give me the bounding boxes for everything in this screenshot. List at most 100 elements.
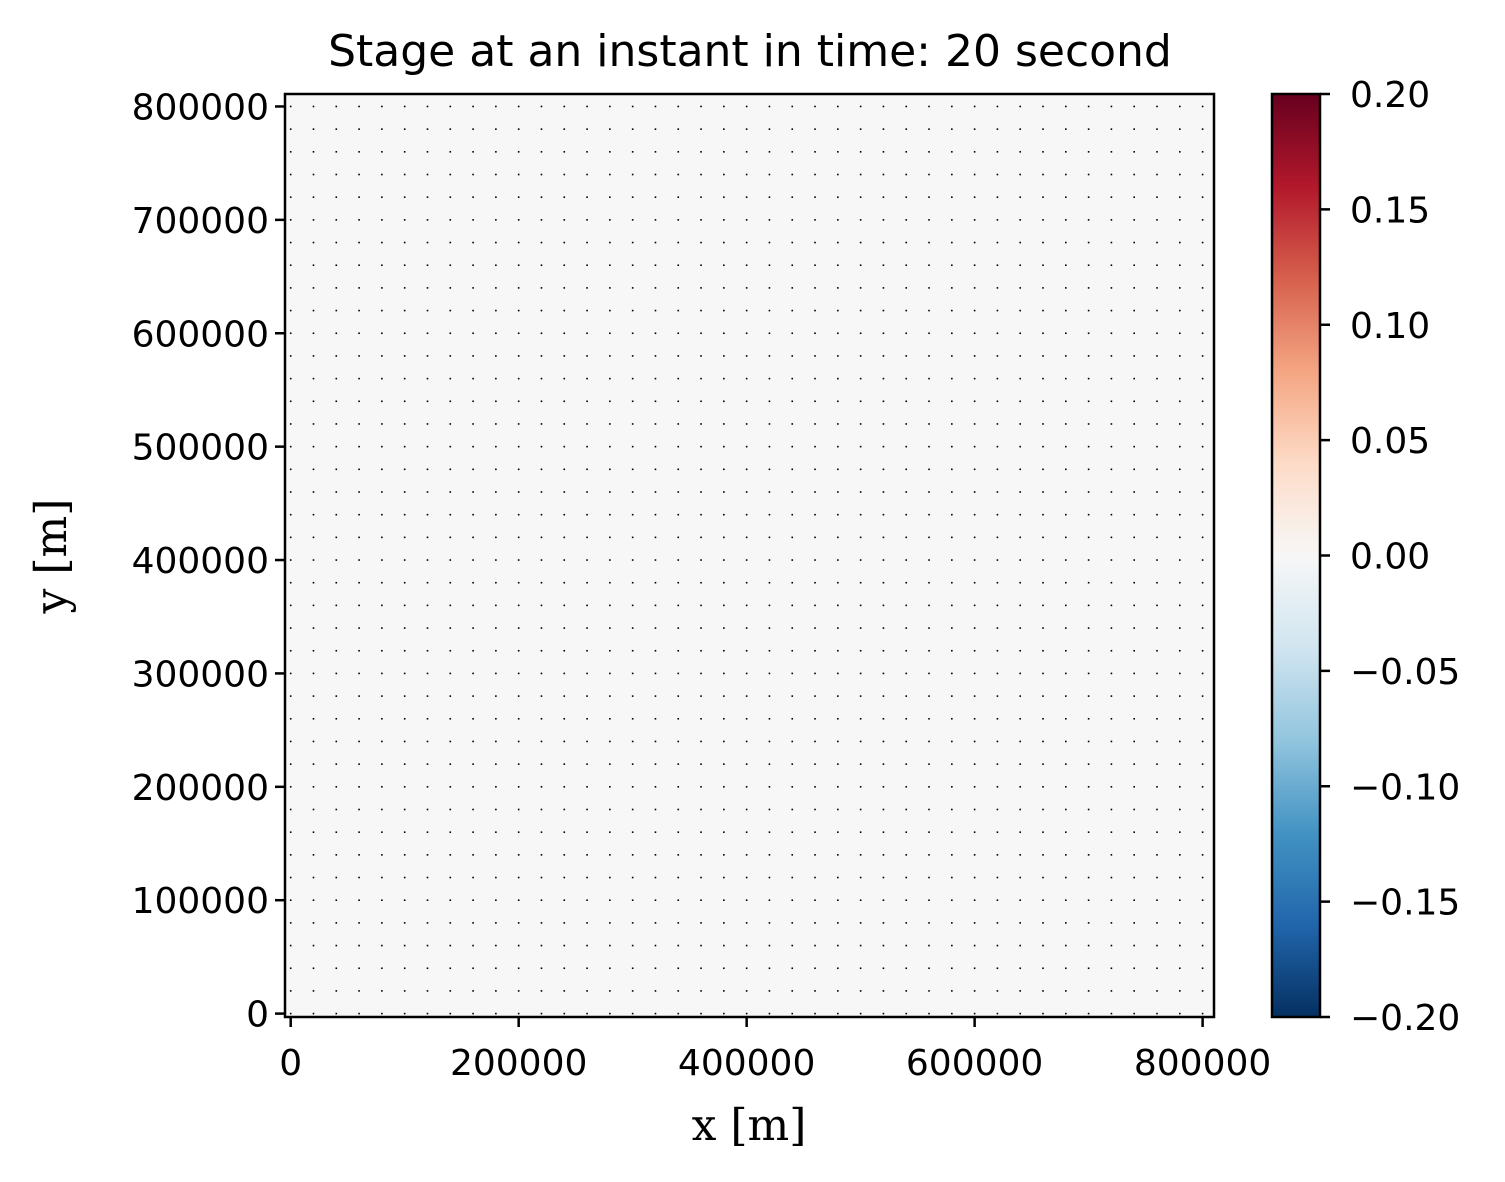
mesh-point [882,854,885,856]
mesh-point [814,128,816,130]
mesh-point [1201,717,1204,720]
mesh-point [631,786,634,788]
mesh-point [814,854,816,856]
mesh-point [951,581,953,584]
mesh-point [928,627,930,629]
mesh-point [1133,173,1136,176]
mesh-point [517,831,520,833]
mesh-point [495,173,497,176]
mesh-point [586,536,588,539]
mesh-point [358,264,360,267]
mesh-point [403,128,406,130]
mesh-point [837,332,839,335]
mesh-point [609,105,611,108]
mesh-point [495,695,497,697]
mesh-point [312,808,315,811]
mesh-point [654,740,657,743]
mesh-point [768,355,771,357]
mesh-point [1133,990,1136,992]
mesh-point [996,854,999,856]
mesh-point [905,332,908,335]
mesh-point [768,899,771,902]
mesh-point [472,445,474,448]
mesh-point [1201,695,1204,697]
mesh-point [517,695,520,697]
mesh-point [631,151,634,153]
mesh-point [1201,922,1204,924]
mesh-point [1042,513,1044,516]
mesh-point [1110,309,1113,312]
mesh-point [1110,332,1113,335]
mesh-point [540,763,543,765]
mesh-point [495,151,497,153]
mesh-point [1110,717,1113,720]
mesh-point [335,219,338,221]
mesh-point [1133,400,1136,403]
mesh-point [654,400,657,403]
mesh-point [700,332,702,335]
mesh-point [1065,445,1067,448]
mesh-point [791,854,794,856]
mesh-point [1042,287,1044,289]
mesh-point [996,264,999,267]
mesh-point [609,536,611,539]
mesh-point [654,513,657,516]
mesh-point [472,536,474,539]
mesh-point [609,581,611,584]
mesh-point [928,1012,930,1015]
mesh-point [289,808,292,811]
mesh-point [837,944,839,947]
mesh-point [745,604,748,607]
mesh-point [1042,196,1044,198]
mesh-point [426,740,429,743]
mesh-point [723,468,725,471]
mesh-point [335,831,338,833]
mesh-point [996,786,999,788]
mesh-point [449,173,452,176]
mesh-point [609,649,611,652]
mesh-point [426,876,429,879]
mesh-point [677,808,680,811]
mesh-point [631,922,634,924]
mesh-point [928,287,930,289]
mesh-point [905,491,908,493]
mesh-point [563,196,566,198]
mesh-point [677,468,680,471]
mesh-point [1156,967,1158,970]
mesh-point [472,854,474,856]
mesh-point [882,876,885,879]
mesh-point [358,695,360,697]
mesh-point [654,627,657,629]
mesh-point [996,831,999,833]
mesh-point [358,990,360,992]
mesh-point [791,1012,794,1015]
mesh-point [723,740,725,743]
mesh-point [586,876,588,879]
mesh-point [973,808,976,811]
mesh-point [723,423,725,425]
mesh-point [586,491,588,493]
mesh-point [654,332,657,335]
mesh-point [381,944,383,947]
mesh-point [723,513,725,516]
mesh-point [586,105,588,108]
mesh-point [1019,173,1022,176]
mesh-point [563,899,566,902]
mesh-point [1201,604,1204,607]
mesh-point [1110,128,1113,130]
mesh-point [951,355,953,357]
mesh-point [540,990,543,992]
mesh-point [768,763,771,765]
mesh-point [654,377,657,380]
mesh-point [563,1012,566,1015]
mesh-point [882,627,885,629]
mesh-point [1110,513,1113,516]
mesh-point [859,559,862,561]
mesh-point [1042,309,1044,312]
mesh-point [1065,423,1067,425]
mesh-point [586,400,588,403]
mesh-point [859,377,862,380]
mesh-point [745,423,748,425]
mesh-point [335,151,338,153]
x-tick-label: 400000 [678,1043,815,1084]
